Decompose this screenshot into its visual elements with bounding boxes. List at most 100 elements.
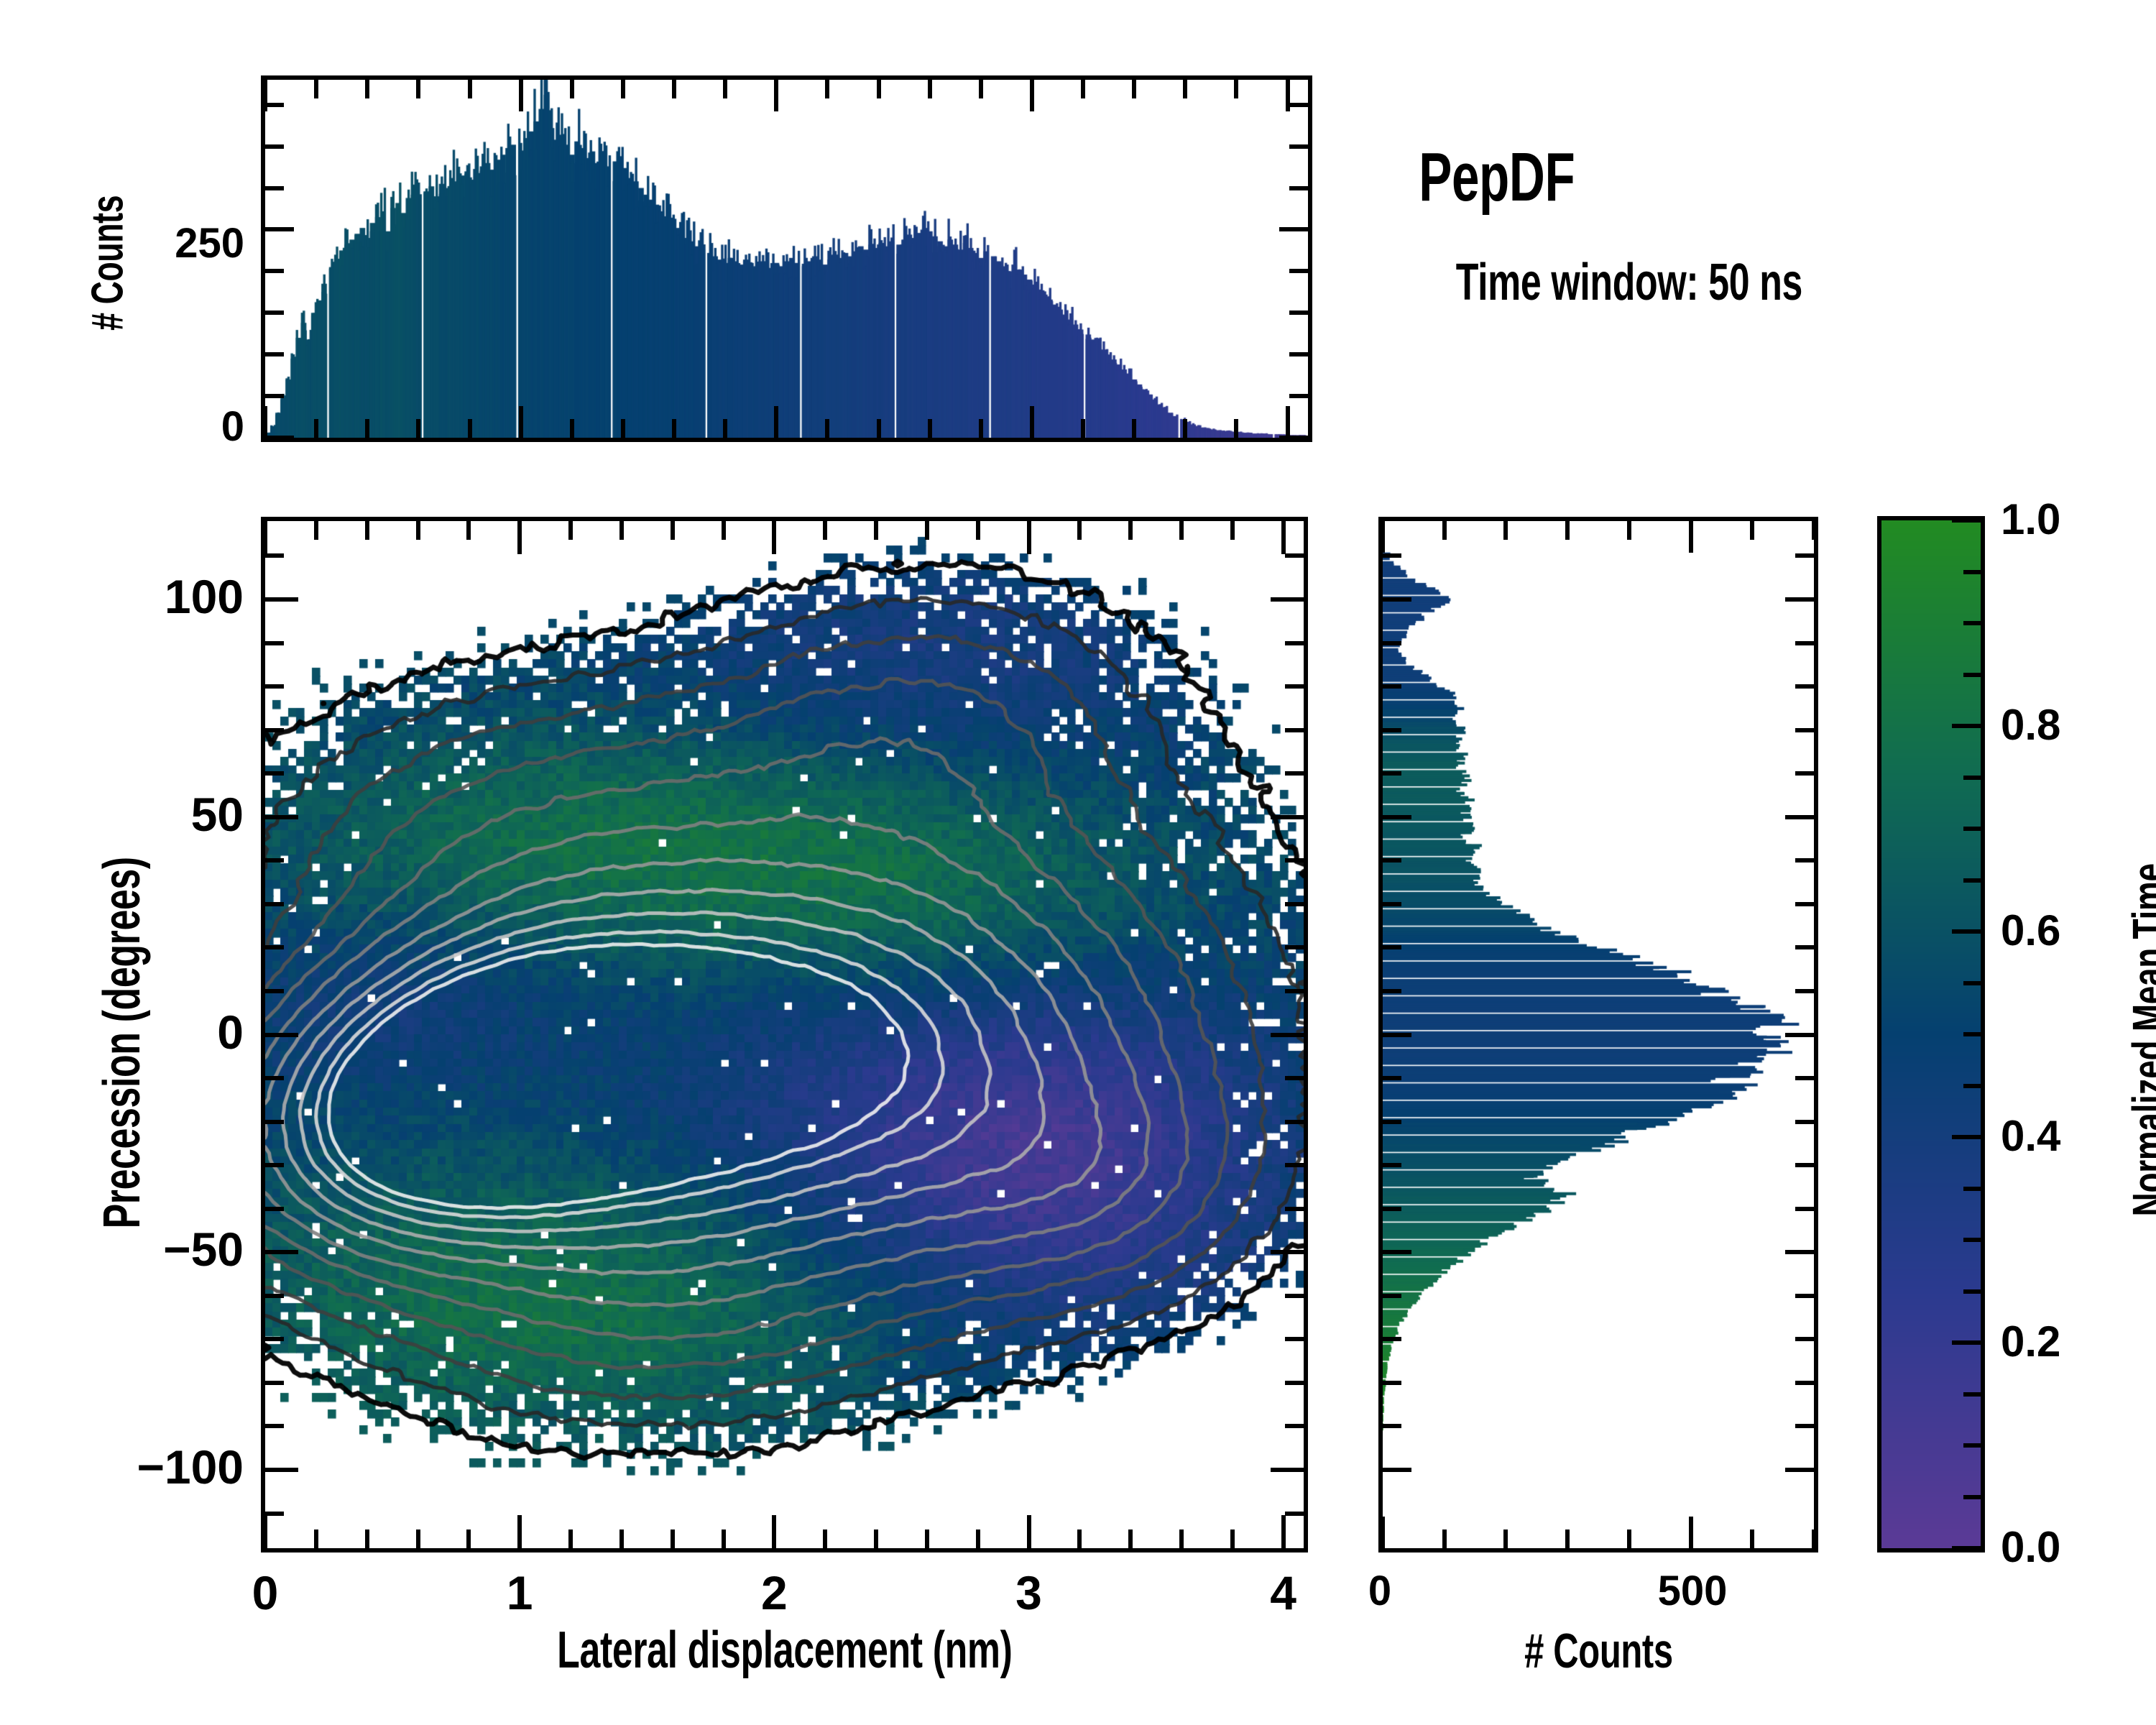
main-panel-ytick-mark [1285, 1206, 1304, 1211]
main-panel-xtick-mark [1230, 1530, 1235, 1548]
right-histogram-ytick-mark [1383, 858, 1401, 863]
right-histogram-ytick-mark [1785, 1468, 1814, 1472]
main-panel-ytick-mark [265, 1511, 284, 1516]
colorbar-tick [1963, 1186, 1981, 1191]
main-panel-xtick-mark [313, 1530, 318, 1548]
colorbar-tick [1963, 980, 1981, 985]
right-histogram-ytick-mark [1383, 901, 1401, 906]
top-histogram-ytick-mark [265, 436, 294, 440]
right-histogram-ytick-mark [1795, 640, 1814, 645]
right-histogram-ytick-mark [1383, 553, 1401, 558]
colorbar-tick [1963, 1238, 1981, 1242]
right-histogram-ytick-mark [1795, 684, 1814, 689]
top-histogram-ytick-mark [1289, 310, 1308, 316]
top-histogram-canvas [265, 80, 1308, 438]
main-panel-ytick-mark [265, 1424, 284, 1429]
main-panel-ytick-mark [265, 858, 284, 863]
colorbar-tick-label: 0.6 [2001, 906, 2061, 954]
main-panel-xtick-label: 0 [252, 1566, 279, 1619]
colorbar-tick-label: 0.2 [2001, 1317, 2061, 1366]
main-panel-ytick-mark [265, 553, 284, 558]
right-histogram-xtick-mark [1503, 521, 1508, 540]
main-plot-area [265, 521, 1304, 1548]
top-histogram-xtick-mark [723, 419, 728, 438]
right-histogram-ytick-mark [1383, 945, 1401, 950]
right-histogram-ytick-mark [1785, 1032, 1814, 1037]
colorbar-tick-label: 1.0 [2001, 495, 2061, 543]
right-histogram-ytick-mark [1795, 1206, 1814, 1211]
top-histogram-ytick-mark [265, 310, 284, 316]
main-panel-xtick-mark [1230, 521, 1235, 540]
top-histogram-ylabel: # Counts [83, 112, 134, 414]
top-histogram-ytick-mark [265, 144, 284, 149]
right-histogram-xtick-mark [1442, 1530, 1447, 1548]
top-histogram-xtick-mark [825, 80, 830, 98]
top-histogram-xtick-mark [723, 80, 728, 98]
colorbar-label: Normalized Mean Time [2122, 523, 2156, 1558]
colorbar-tick [1963, 569, 1981, 574]
top-histogram-ytick-0: 0 [221, 403, 244, 450]
right-histogram-ytick-mark [1795, 771, 1814, 776]
top-histogram-xtick-mark [1285, 80, 1290, 111]
top-histogram-xtick-mark [672, 80, 677, 98]
main-panel-xtick-mark [1179, 1530, 1184, 1548]
main-panel-xlabel-text: Lateral displacement (nm) [556, 1622, 1013, 1679]
main-panel-ytick-label: 100 [164, 569, 244, 623]
colorbar-tick [1963, 1494, 1981, 1499]
right-histogram-ytick-mark [1795, 1119, 1814, 1124]
right-histogram-ytick-mark [1383, 988, 1401, 993]
main-panel-ytick-mark [265, 988, 284, 993]
top-histogram-xtick-mark [314, 419, 319, 438]
main-heatmap-canvas [265, 521, 1304, 1548]
right-histogram-ytick-mark [1795, 1163, 1814, 1168]
right-histogram-ytick-mark [1795, 727, 1814, 732]
right-histogram-xlabel-text: # Counts [1524, 1624, 1673, 1678]
main-panel-ytick-mark [1285, 1119, 1304, 1124]
right-histogram-ytick-mark [1383, 1337, 1401, 1342]
top-histogram-xtick-mark [620, 419, 625, 438]
main-panel-ytick-mark [1271, 1468, 1304, 1472]
top-histogram-plot-area [265, 80, 1308, 438]
right-histogram-ytick-mark [1795, 945, 1814, 950]
main-panel-xtick-mark [823, 521, 828, 540]
top-histogram-ytick-mark [1279, 227, 1308, 232]
top-histogram-xtick-mark [518, 80, 523, 111]
main-panel-xtick-mark [1281, 521, 1286, 554]
main-panel-xtick-mark [975, 1530, 980, 1548]
top-histogram-ytick-250: 250 [175, 220, 244, 267]
main-panel-xtick-mark [415, 1530, 420, 1548]
top-histogram-ylabel-text: # Counts [83, 195, 133, 331]
right-histogram-ytick-mark [1795, 858, 1814, 863]
main-panel-ytick-mark [265, 684, 284, 689]
right-histogram-xtick-mark [1812, 521, 1816, 540]
top-histogram-xtick-mark [1029, 406, 1034, 438]
right-histogram-xtick-mark [1565, 1530, 1570, 1548]
right-histogram-xlabel: # Counts [1378, 1623, 1818, 1679]
colorbar-label-text: Normalized Mean Time [2123, 863, 2156, 1217]
top-histogram-xtick-mark [1081, 80, 1086, 98]
main-panel-xtick-label: 2 [760, 1566, 788, 1619]
right-histogram-ytick-mark [1383, 1032, 1411, 1037]
main-panel-xtick-mark [415, 521, 420, 540]
top-histogram-xtick-mark [467, 80, 472, 98]
figure-title: PepDF [1388, 138, 1606, 217]
top-histogram-xtick-mark [774, 80, 779, 111]
main-panel-ytick-mark [265, 1119, 284, 1124]
top-histogram-ytick-mark [265, 185, 284, 190]
right-histogram-ytick-mark [1795, 1076, 1814, 1081]
right-histogram-xtick-0: 0 [1368, 1568, 1392, 1614]
top-histogram-xtick-mark [876, 80, 881, 98]
main-panel-ytick-mark [265, 901, 284, 906]
main-panel-xtick-mark [619, 521, 624, 540]
right-histogram-ytick-mark [1383, 597, 1411, 602]
main-panel-xtick-mark [721, 1530, 726, 1548]
main-panel-ytick-mark [265, 1380, 284, 1385]
main-panel-xtick-mark [1128, 1530, 1133, 1548]
top-histogram-ytick-mark [265, 102, 284, 107]
top-histogram-ytick-mark [1289, 185, 1308, 190]
figure-subtitle-text: Time window: 50 ns [1455, 254, 1803, 311]
right-histogram-xtick-mark [1812, 1530, 1816, 1548]
top-histogram-xtick-mark [1285, 406, 1290, 438]
main-panel-xtick-mark [1026, 1515, 1031, 1548]
